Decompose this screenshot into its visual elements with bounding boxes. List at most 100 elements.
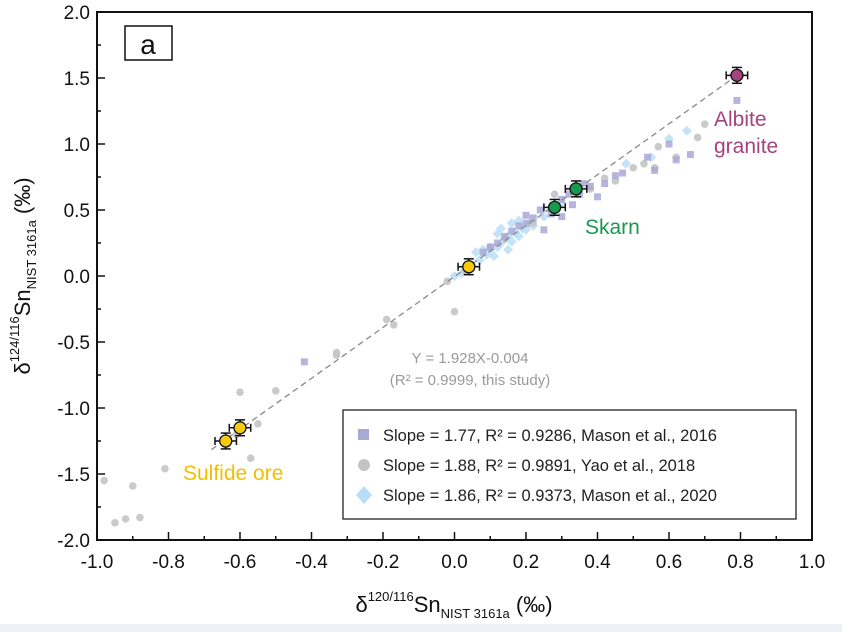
- series-square-point: [536, 206, 544, 214]
- y-tick-label: -1.0: [57, 399, 90, 420]
- x-tick-label: 1.0: [799, 552, 825, 573]
- series-square-point: [611, 172, 619, 180]
- series-square-point: [686, 151, 694, 159]
- series-square-point: [665, 140, 673, 148]
- legend-entry: Slope = 1.88, R² = 0.9891, Yao et al., 2…: [383, 457, 695, 475]
- series-circle-point: [700, 120, 709, 128]
- series-square-point: [540, 226, 548, 234]
- series-circle-point: [236, 388, 244, 396]
- series-circle-point: [450, 307, 459, 316]
- series-square-point: [529, 214, 537, 222]
- x-tick-label: -0.8: [152, 552, 185, 573]
- series-circle-point: [161, 464, 169, 473]
- series-diamond-point: [621, 158, 632, 169]
- panel-label-box: [124, 25, 173, 61]
- series-square-point: [594, 193, 601, 201]
- series-circle-point: [550, 190, 559, 198]
- series-diamond-point: [503, 244, 514, 255]
- series-square-point: [619, 169, 627, 177]
- panel-label: a: [140, 29, 156, 60]
- this-study-point: [457, 258, 481, 276]
- x-axis-label: δ120/116SnNIST 3161a (‰): [355, 589, 552, 621]
- y-tick-label: 1.0: [64, 135, 90, 156]
- series-square-point: [579, 180, 587, 188]
- series-circle-point: [246, 454, 255, 462]
- y-tick-label: -2.0: [57, 531, 90, 552]
- x-tick-label: -0.2: [367, 552, 400, 573]
- fit-r2: (R² = 0.9999, this study): [390, 372, 551, 389]
- y-tick-label: 1.5: [64, 69, 90, 90]
- x-tick-label: 0.6: [656, 552, 682, 573]
- series-square-point: [493, 239, 501, 247]
- series-square-point: [672, 156, 680, 164]
- annotation-albite: Albite: [714, 108, 767, 131]
- x-tick-label: -1.0: [81, 552, 114, 573]
- series-diamond-point: [506, 218, 517, 229]
- series-square-point: [601, 180, 609, 188]
- x-tick-label: 0.0: [441, 552, 467, 573]
- series-circle-point: [121, 515, 130, 523]
- series-circle-point: [271, 387, 280, 395]
- series-circle-point: [332, 351, 341, 360]
- x-tick-label: 0.2: [513, 552, 539, 573]
- series-circle-point: [640, 160, 648, 168]
- series-circle-point: [654, 142, 663, 151]
- data-point: [233, 421, 247, 435]
- series-diamond-point: [681, 125, 692, 136]
- series-circle-point: [443, 277, 452, 286]
- series-diamond-point: [488, 251, 499, 262]
- legend-entry: Slope = 1.77, R² = 0.9286, Mason et al.,…: [383, 427, 717, 445]
- series-square-point: [486, 243, 494, 251]
- legend-square-icon: [358, 429, 369, 440]
- series-square-point: [558, 213, 566, 221]
- y-tick-label: 0.0: [64, 267, 90, 288]
- series-square-point: [651, 166, 659, 174]
- this-study-point: [228, 419, 252, 437]
- series-circle-point: [128, 482, 137, 490]
- data-point: [462, 260, 476, 274]
- bottom-strip: [0, 624, 842, 632]
- series-circle-point: [111, 519, 119, 527]
- annotation-granite: granite: [714, 135, 778, 158]
- this-study-point: [543, 198, 567, 217]
- y-tick-label: 0.5: [64, 201, 90, 222]
- series-square-point: [479, 248, 487, 256]
- data-point: [569, 182, 583, 196]
- data-point: [547, 200, 562, 215]
- this-study-point: [564, 180, 588, 198]
- annotation-sulfide-ore: Sulfide ore: [183, 462, 283, 485]
- series-square-point: [515, 222, 523, 230]
- y-tick-label: -1.5: [57, 465, 90, 486]
- legend-diamond-icon: [356, 486, 372, 504]
- series-diamond-point: [506, 236, 517, 247]
- series-circle-point: [389, 321, 398, 329]
- x-tick-label: -0.4: [295, 552, 328, 573]
- series-square-point: [522, 219, 530, 227]
- y-axis-label: δ124/116SnNIST 3161a (‰): [7, 177, 39, 374]
- fit-equation: Y = 1.928X-0.004: [412, 350, 529, 367]
- series-square-point: [565, 190, 573, 198]
- y-tick-label: 2.0: [64, 3, 90, 24]
- legend-box: [342, 409, 797, 520]
- series-square-point: [522, 211, 530, 219]
- data-point: [219, 434, 233, 448]
- series-square-point: [300, 358, 308, 366]
- series-circle-point: [254, 420, 262, 428]
- series-square-point: [644, 153, 652, 161]
- series-square-point: [733, 96, 741, 104]
- series-diamond-point: [470, 247, 481, 258]
- series-square-point: [586, 182, 594, 190]
- series-square-point: [547, 210, 555, 218]
- series-circle-point: [382, 315, 391, 324]
- series-square-point: [568, 201, 576, 209]
- this-study-point: [725, 66, 749, 85]
- legend-circle-icon: [358, 459, 370, 471]
- this-study-point: [214, 432, 238, 450]
- x-tick-label: 0.4: [584, 552, 611, 573]
- series-diamond-point: [495, 223, 506, 234]
- series-circle-point: [629, 163, 638, 172]
- legend-entry: Slope = 1.86, R² = 0.9373, Mason et al.,…: [383, 487, 717, 505]
- x-tick-label: -0.6: [224, 552, 257, 573]
- x-tick-label: 0.8: [727, 552, 753, 573]
- series-diamond-point: [513, 231, 524, 242]
